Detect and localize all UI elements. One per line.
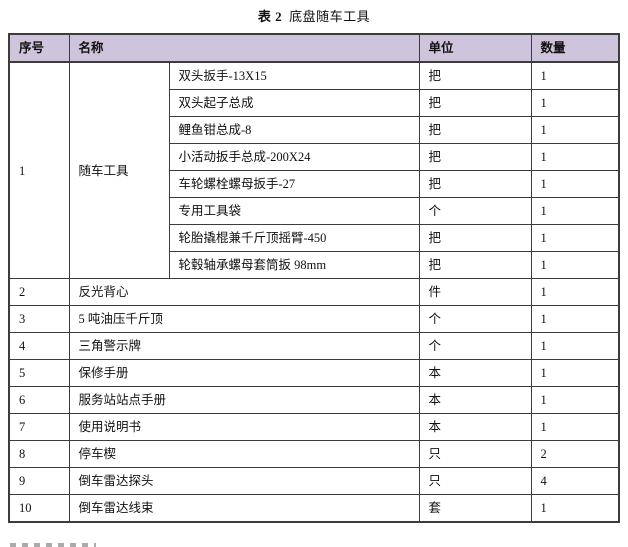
item-qty-cell: 1: [530, 224, 620, 252]
table-row: 10 倒车雷达线束 套 1: [8, 494, 620, 523]
item-qty-cell: 1: [530, 143, 620, 171]
item-name-cell: 三角警示牌: [68, 332, 420, 360]
item-qty-cell: 2: [530, 440, 620, 468]
table-row: 双头起子总成 把 1: [9, 89, 620, 117]
item-name-cell: 鲤鱼钳总成-8: [168, 116, 420, 144]
item-name-cell: 倒车雷达线束: [68, 494, 420, 523]
item-name-cell: 车轮螺栓螺母扳手-27: [168, 170, 420, 198]
item-qty-cell: 4: [530, 467, 620, 495]
item-qty-cell: 1: [530, 278, 620, 306]
row-index-cell: 4: [8, 332, 70, 360]
table-caption: 表 2 底盘随车工具: [0, 0, 628, 33]
table-row: 2 反光背心 件 1: [8, 278, 620, 306]
item-qty-cell: 1: [530, 359, 620, 387]
item-unit-cell: 个: [418, 305, 532, 333]
item-name-cell: 使用说明书: [68, 413, 420, 441]
item-qty-cell: 1: [530, 413, 620, 441]
item-unit-cell: 件: [418, 278, 532, 306]
item-qty-cell: 1: [530, 494, 620, 523]
table-row: 3 5 吨油压千斤顶 个 1: [8, 305, 620, 333]
tools-table: 序号 名称 单位 数量 1 随车工具 双头扳手-13X15 把 1 双头起子总成…: [8, 33, 621, 523]
row-index-cell: 5: [8, 359, 70, 387]
item-unit-cell: 把: [418, 89, 532, 117]
item-name-cell: 5 吨油压千斤顶: [68, 305, 420, 333]
item-unit-cell: 本: [418, 386, 532, 414]
item-name-cell: 轮胎撬棍兼千斤顶摇臂-450: [168, 224, 420, 252]
item-name-cell: 双头扳手-13X15: [168, 61, 420, 90]
item-name-cell: 专用工具袋: [168, 197, 420, 225]
table-row: 6 服务站站点手册 本 1: [8, 386, 620, 414]
row-index-cell: 6: [8, 386, 70, 414]
item-qty-cell: 1: [530, 116, 620, 144]
row-index-cell: 10: [8, 494, 70, 523]
item-unit-cell: 把: [418, 143, 532, 171]
header-cell-unit: 单位: [418, 33, 532, 63]
item-qty-cell: 1: [530, 305, 620, 333]
row-index-cell: 9: [8, 467, 70, 495]
item-qty-cell: 1: [530, 170, 620, 198]
table-row: 车轮螺栓螺母扳手-27 把 1: [9, 170, 620, 198]
item-qty-cell: 1: [530, 332, 620, 360]
item-name-cell: 服务站站点手册: [68, 386, 420, 414]
table-row: 9 倒车雷达探头 只 4: [8, 467, 620, 495]
item-unit-cell: 把: [418, 61, 532, 90]
item-unit-cell: 本: [418, 359, 532, 387]
row-index-cell: 3: [8, 305, 70, 333]
clipped-text-remnant: [10, 543, 96, 547]
item-name-cell: 小活动扳手总成-200X24: [168, 143, 420, 171]
item-name-cell: 反光背心: [68, 278, 420, 306]
item-unit-cell: 把: [418, 116, 532, 144]
row-index-cell: 1: [8, 61, 70, 279]
header-cell-qty: 数量: [530, 33, 620, 63]
item-name-cell: 停车楔: [68, 440, 420, 468]
item-unit-cell: 把: [418, 170, 532, 198]
item-unit-cell: 本: [418, 413, 532, 441]
row-index-cell: 8: [8, 440, 70, 468]
item-unit-cell: 只: [418, 440, 532, 468]
item-unit-cell: 把: [418, 224, 532, 252]
table-row: 5 保修手册 本 1: [8, 359, 620, 387]
table-caption-title: 底盘随车工具: [289, 9, 371, 24]
item-name-cell: 倒车雷达探头: [68, 467, 420, 495]
table-row: 轮毂轴承螺母套筒扳 98mm 把 1: [9, 251, 620, 279]
item-unit-cell: 套: [418, 494, 532, 523]
table-row: 1 随车工具 双头扳手-13X15 把 1: [8, 61, 620, 279]
table-header-row: 序号 名称 单位 数量: [8, 33, 620, 63]
group-name-cell: 随车工具: [68, 61, 170, 279]
header-cell-index: 序号: [8, 33, 70, 63]
table-row: 8 停车楔 只 2: [8, 440, 620, 468]
item-unit-cell: 把: [418, 251, 532, 279]
table-row: 7 使用说明书 本 1: [8, 413, 620, 441]
item-qty-cell: 1: [530, 386, 620, 414]
item-unit-cell: 个: [418, 197, 532, 225]
table-row: 小活动扳手总成-200X24 把 1: [9, 143, 620, 171]
header-cell-name: 名称: [68, 33, 420, 63]
row-index-cell: 2: [8, 278, 70, 306]
item-name-cell: 双头起子总成: [168, 89, 420, 117]
item-name-cell: 保修手册: [68, 359, 420, 387]
item-name-cell: 轮毂轴承螺母套筒扳 98mm: [168, 251, 420, 279]
table-row: 4 三角警示牌 个 1: [8, 332, 620, 360]
table-caption-number: 表 2: [257, 9, 283, 24]
item-qty-cell: 1: [530, 61, 620, 90]
item-unit-cell: 个: [418, 332, 532, 360]
item-qty-cell: 1: [530, 197, 620, 225]
item-qty-cell: 1: [530, 251, 620, 279]
table-row: 专用工具袋 个 1: [9, 197, 620, 225]
item-qty-cell: 1: [530, 89, 620, 117]
row-index-cell: 7: [8, 413, 70, 441]
item-unit-cell: 只: [418, 467, 532, 495]
